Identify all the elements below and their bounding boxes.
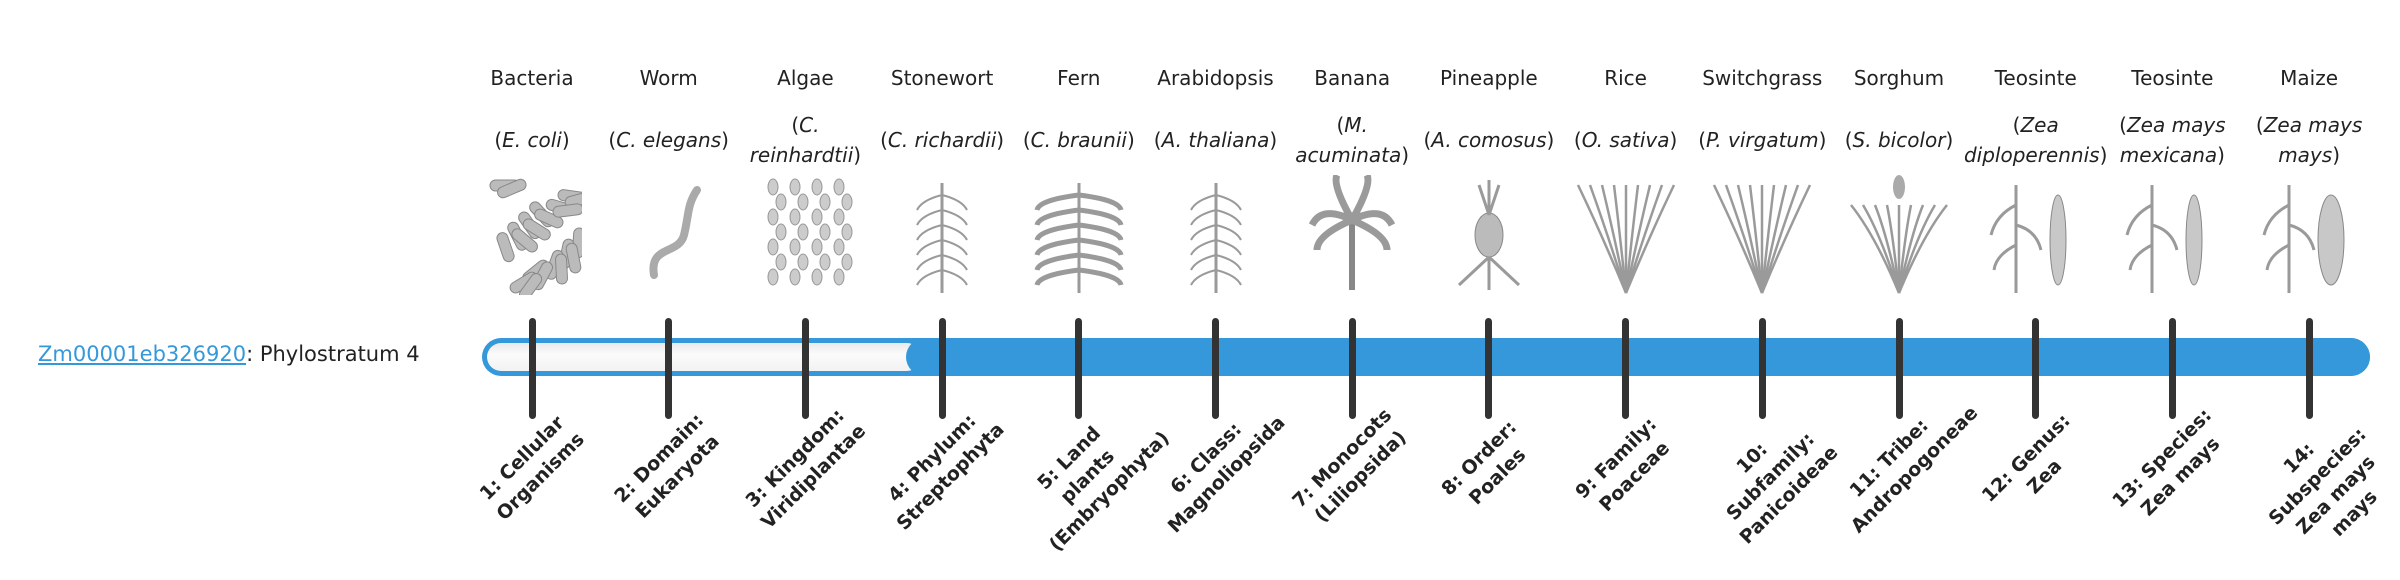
organism-species: (P. virgatum) [1698,128,1827,152]
species-name: A. comosus [1431,128,1547,152]
stratum-tick [1485,318,1493,419]
organism-common-name: Fern [1057,66,1101,90]
bar-filled-segment [906,338,2370,376]
teosinte-icon [1986,175,2086,295]
organism-species: (M. acuminata) [1295,113,1410,167]
stratum-tick [2168,318,2176,419]
organism-species: (Zea mays mexicana) [2119,113,2226,167]
stratum-label: 14: Subspecies: Zea mays mays [2264,423,2382,541]
species-name: C. elegans [616,128,722,152]
stratum-tick [2032,318,2040,419]
maize-icon [2259,175,2359,295]
organism-species: (C. braunii) [1022,128,1135,152]
worm-icon [619,175,719,295]
bacteria-icon [482,175,596,301]
organism-species: (C. elegans) [608,128,729,152]
phylostratum-bar [482,338,2370,376]
stratum-tick [1348,318,1356,419]
organism-common-name: Banana [1314,66,1391,90]
species-name: M. acuminata [1295,113,1402,167]
bar-empty-segment [487,343,922,371]
organism-common-name: Bacteria [490,66,574,90]
stratum-tick [938,318,946,419]
switchgrass-icon [1712,175,1812,295]
species-name: P. virgatum [1706,128,1819,152]
organism-common-name: Maize [2280,66,2339,90]
organism-common-name: Algae [777,66,834,90]
stratum-tick [1075,318,1083,419]
stratum-tick [801,318,809,419]
gene-label: Zm00001eb326920: Phylostratum 4 [38,342,420,366]
organism-common-name: Teosinte [2131,66,2214,90]
stonewort-icon [892,175,992,295]
species-name: C. richardii [887,128,997,152]
stratum-tick [665,318,673,419]
organism-common-name: Pineapple [1440,66,1538,90]
organism-common-name: Sorghum [1853,66,1945,90]
organism-species: (A. comosus) [1423,128,1555,152]
stratum-tick [1212,318,1219,419]
organism-common-name: Worm [639,66,698,90]
algae-icon [755,175,855,295]
organism-common-name: Teosinte [1994,66,2077,90]
species-name: C. braunii [1030,128,1127,152]
teosinte-icon [2122,175,2222,295]
species-name: A. thaliana [1161,128,1270,152]
stratum-tick [1895,318,1903,419]
species-name: Zea mays mexicana [2119,113,2226,167]
species-name: Zea diploperennis [1963,113,2100,167]
sorghum-icon [1849,175,1949,295]
organism-species: (C. reinhardtii) [749,113,862,167]
organism-common-name: Rice [1604,66,1647,90]
banana-icon [1302,173,1402,295]
species-name: C. reinhardtii [749,113,854,167]
stratum-tick [2305,318,2313,419]
pineapple-icon [1439,175,1539,295]
organism-common-name: Stonewort [890,66,994,90]
species-name: O. sativa [1581,128,1670,152]
rice-icon [1576,175,1676,295]
arabidopsis-icon [1166,175,1266,295]
species-name: E. coli [502,128,562,152]
organism-species: (C. richardii) [880,128,1005,152]
organism-common-name: Switchgrass [1702,66,1823,90]
phylostratum-text: : Phylostratum 4 [246,342,420,366]
stratum-label: 10: Subfamily: Panicoideae [1722,428,1843,549]
species-name: Zea mays mays [2263,113,2363,167]
stratum-label: 5: Land plants (Embryophyta) [1033,422,1174,556]
stratum-tick [1758,318,1766,419]
organism-species: (O. sativa) [1573,128,1678,152]
fern-icon [1029,175,1129,295]
stratum-tick [528,318,536,419]
organism-species: (Zea mays mays) [2255,113,2363,167]
species-name: S. bicolor [1852,128,1946,152]
organism-species: (S. bicolor) [1844,128,1954,152]
organism-species: (E. coli) [494,128,570,152]
organism-species: (A. thaliana) [1153,128,1278,152]
organism-species: (Zea diploperennis) [1963,113,2108,167]
stratum-tick [1622,318,1630,419]
organism-common-name: Arabidopsis [1157,66,1274,90]
gene-link[interactable]: Zm00001eb326920 [38,342,247,366]
